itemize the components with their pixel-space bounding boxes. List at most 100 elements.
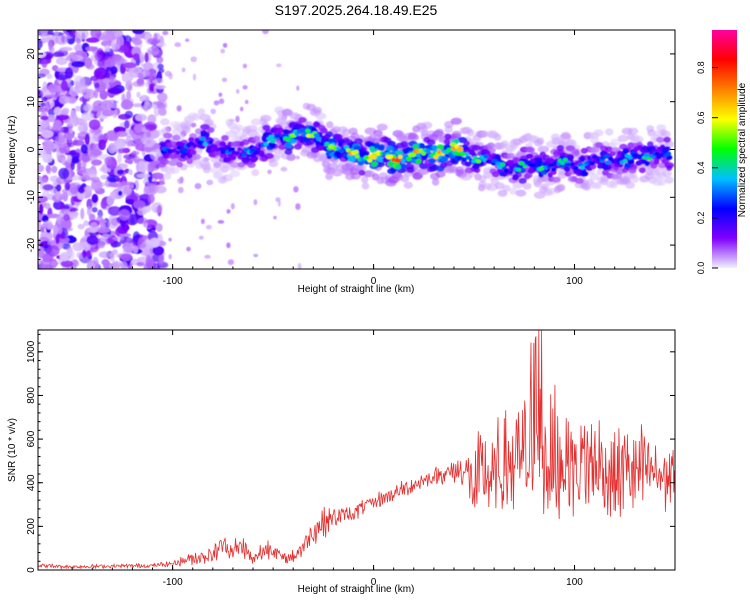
noise-speckle bbox=[235, 89, 240, 94]
noise-blob bbox=[77, 223, 85, 230]
noise-blob bbox=[56, 215, 62, 225]
ridge-blob bbox=[197, 108, 206, 116]
ridge-blob bbox=[250, 157, 257, 163]
noise-speckle bbox=[168, 253, 172, 260]
noise-speckle bbox=[226, 242, 231, 249]
noise-blob bbox=[81, 249, 87, 258]
ridge-blob bbox=[486, 142, 495, 149]
ridge-blob bbox=[656, 178, 667, 186]
ridge-blob bbox=[456, 154, 463, 161]
ridge-blob bbox=[503, 168, 509, 173]
ridge-blob bbox=[515, 189, 527, 197]
ridge-blob bbox=[436, 144, 445, 150]
ridge-blob bbox=[589, 173, 599, 181]
ridge-blob bbox=[244, 156, 251, 162]
noise-speckle bbox=[235, 115, 240, 123]
ridge-blob bbox=[276, 127, 284, 133]
noise-blob bbox=[107, 158, 118, 170]
ridge-blob bbox=[260, 114, 272, 122]
ridge-blob bbox=[627, 127, 639, 135]
noise-speckle bbox=[162, 30, 169, 36]
ridge-blob bbox=[239, 141, 245, 147]
ridge-blob bbox=[268, 134, 275, 139]
noise-blob bbox=[117, 152, 122, 164]
noise-speckle bbox=[177, 178, 184, 184]
noise-blob bbox=[105, 71, 111, 79]
ridge-blob bbox=[376, 156, 385, 163]
noise-speckle bbox=[194, 182, 202, 190]
ridge-blob bbox=[345, 148, 351, 153]
noise-blob bbox=[152, 245, 165, 256]
ridge-blob bbox=[358, 163, 367, 172]
spectrogram-x-tick-label: 100 bbox=[566, 276, 583, 287]
ridge-blob bbox=[188, 137, 195, 143]
ridge-blob bbox=[494, 182, 505, 190]
noise-blob bbox=[132, 53, 140, 61]
noise-speckle bbox=[227, 259, 235, 266]
ridge-blob bbox=[364, 127, 377, 135]
ridge-blob bbox=[534, 157, 543, 163]
noise-speckle bbox=[296, 85, 300, 91]
noise-speckle bbox=[226, 209, 231, 214]
noise-blob bbox=[139, 193, 151, 202]
noise-blob bbox=[101, 259, 110, 266]
ridge-blob bbox=[161, 126, 169, 135]
noise-blob bbox=[90, 75, 99, 82]
ridge-blob bbox=[262, 124, 271, 131]
ridge-blob bbox=[518, 161, 525, 166]
ridge-blob bbox=[433, 155, 439, 160]
noise-blob bbox=[70, 109, 76, 120]
ridge-blob bbox=[603, 154, 610, 159]
ridge-blob bbox=[299, 128, 306, 133]
snr-x-tick-label: 100 bbox=[566, 577, 583, 588]
ridge-blob bbox=[518, 177, 527, 184]
noise-blob bbox=[118, 209, 131, 221]
spectrogram-y-tick-label: 20 bbox=[26, 48, 37, 60]
noise-blob bbox=[88, 119, 101, 130]
noise-blob bbox=[125, 135, 132, 148]
ridge-blob bbox=[440, 156, 449, 162]
noise-blob bbox=[83, 104, 94, 112]
noise-blob bbox=[140, 63, 151, 68]
noise-blob bbox=[158, 107, 167, 116]
ridge-blob bbox=[661, 149, 668, 154]
noise-blob bbox=[157, 102, 166, 109]
spectrogram-y-label: Frequency (Hz) bbox=[7, 116, 18, 185]
noise-speckle bbox=[198, 235, 204, 240]
ridge-blob bbox=[363, 155, 370, 160]
noise-blob bbox=[40, 115, 49, 121]
ridge-blob bbox=[664, 176, 674, 184]
ridge-blob bbox=[233, 150, 240, 156]
noise-speckle bbox=[218, 98, 225, 105]
noise-blob bbox=[60, 80, 68, 92]
noise-blob bbox=[86, 250, 92, 258]
ridge-blob bbox=[284, 148, 293, 155]
ridge-blob bbox=[253, 135, 260, 142]
noise-blob bbox=[82, 154, 90, 162]
noise-blob bbox=[128, 169, 133, 176]
ridge-blob bbox=[472, 155, 478, 161]
noise-blob bbox=[58, 95, 70, 105]
ridge-blob bbox=[491, 171, 500, 178]
ridge-blob bbox=[552, 161, 558, 166]
noise-blob bbox=[93, 89, 99, 99]
noise-blob bbox=[77, 124, 83, 132]
ridge-blob bbox=[428, 158, 436, 164]
ridge-blob bbox=[229, 170, 241, 178]
noise-blob bbox=[68, 251, 75, 260]
ridge-blob bbox=[219, 153, 228, 159]
noise-speckle bbox=[168, 237, 172, 242]
colorbar-ticks: 0.0 0.2 0.4 0.6 0.8 bbox=[696, 61, 718, 274]
noise-blob bbox=[55, 57, 68, 66]
ridge-blob bbox=[361, 182, 370, 190]
ridge-blob bbox=[647, 141, 654, 148]
colorbar-gradient bbox=[712, 30, 737, 268]
ridge-blob bbox=[574, 177, 584, 184]
noise-blob bbox=[75, 148, 81, 153]
noise-blob bbox=[47, 245, 60, 257]
noise-speckle bbox=[280, 166, 288, 172]
ridge-blob bbox=[516, 167, 522, 172]
ridge-blob bbox=[412, 172, 423, 180]
noise-blob bbox=[91, 193, 99, 204]
